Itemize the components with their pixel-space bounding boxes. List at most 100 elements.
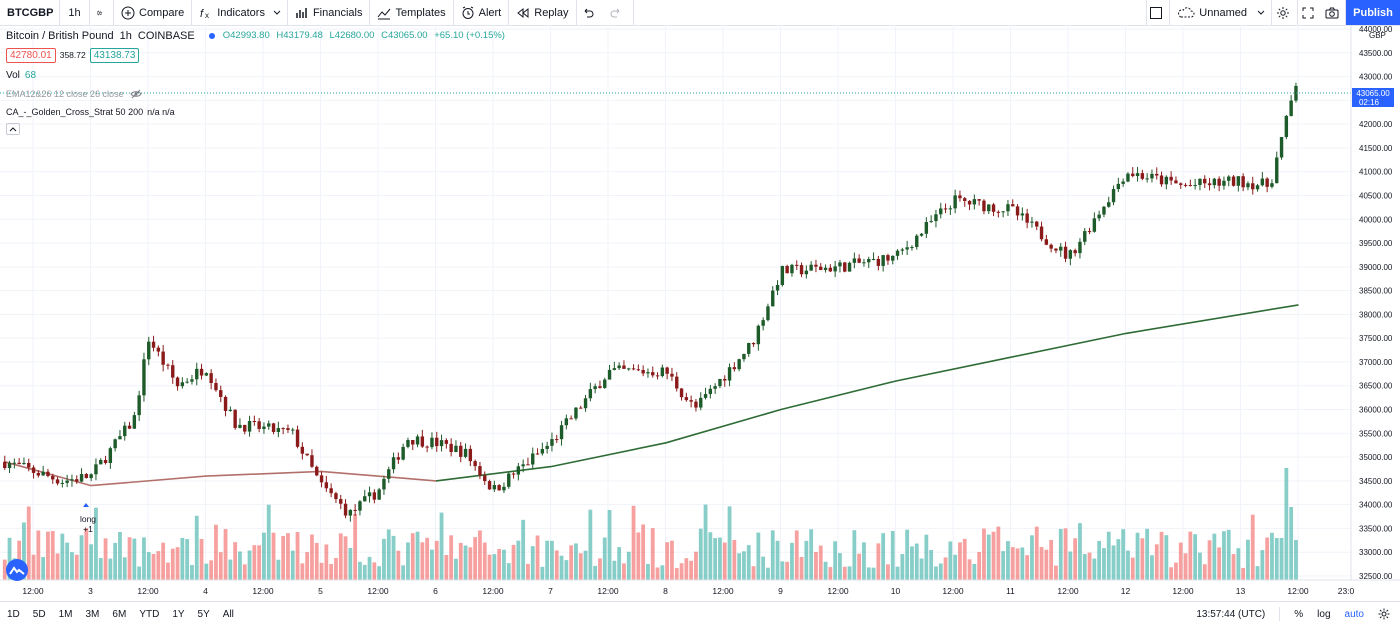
signal-text: long [80,514,96,524]
volume-bar [833,541,838,580]
currency-label: GBP [1369,31,1386,40]
range-all[interactable]: All [222,608,234,620]
time-axis-label: 12:00 [22,586,44,596]
price-chart[interactable]: long +1 GBP 44000.0043500.0043000.004250… [0,25,1400,601]
candle [1006,200,1010,217]
fullscreen-button[interactable] [1298,0,1322,25]
alert-button[interactable]: Alert [454,0,510,25]
candle [910,245,914,251]
volume-bars [2,468,1298,580]
eye-hidden-icon[interactable] [129,89,142,99]
time-axis-label: 9 [778,586,783,596]
templates-button[interactable]: Templates [370,0,454,25]
candle [31,465,36,479]
symbol-title: Bitcoin / British Pound [6,30,114,42]
candle [713,383,717,394]
volume-bar [1198,552,1202,580]
candle [1231,175,1236,187]
volume-bar [209,560,214,580]
square-icon [1150,6,1163,19]
volume-bar [674,567,679,580]
rewind-icon [517,7,529,18]
volume-bar [545,540,550,580]
publish-label: Publish [1353,6,1393,19]
compare-button[interactable]: Compare [114,0,193,25]
log-toggle[interactable]: log [1317,608,1331,620]
symbol-search-button[interactable]: BTCGBP [0,0,60,25]
symbol-legend-row[interactable]: Bitcoin / British Pound 1h COINBASE O429… [6,28,509,44]
utc-clock[interactable]: 13:57:44 (UTC) [1196,608,1266,620]
camera-icon [1325,7,1338,18]
redo-button[interactable] [603,0,634,25]
financials-button[interactable]: Financials [288,0,371,25]
volume-bar [1164,535,1169,580]
range-5y[interactable]: 5Y [197,608,210,620]
candle [660,364,665,378]
candle [804,265,809,279]
candle [1222,176,1226,190]
volume-bar [698,528,703,580]
volume-bar [1289,507,1294,580]
volume-bar [314,542,319,580]
candle [694,398,698,412]
volume-bar [1054,565,1058,580]
interval-button[interactable]: 1h [60,0,90,25]
volume-bar [612,560,617,580]
candle [636,364,641,372]
candle [651,366,655,378]
redo-icon [610,8,619,17]
chart-style-button[interactable] [90,0,114,25]
candle [252,415,257,426]
volume-bar [588,509,593,580]
indicators-dropdown[interactable] [272,0,288,25]
logo-badge[interactable] [6,559,28,581]
layout-name-button[interactable]: Unnamed [1170,0,1254,25]
range-3m[interactable]: 3M [85,608,100,620]
candle [641,365,645,377]
layout-button[interactable] [1146,0,1171,25]
settings-button[interactable] [1272,0,1298,25]
range-5d[interactable]: 5D [32,608,46,620]
range-1d[interactable]: 1D [7,608,20,620]
volume-bar [478,530,482,580]
layout-dropdown[interactable] [1254,0,1272,25]
price-axis[interactable]: GBP 44000.0043500.0043000.0042500.004200… [1350,25,1393,581]
volume-bar [180,537,185,580]
candle [468,445,473,467]
volume-bar [943,557,948,580]
candle [823,264,828,273]
layout-name-label: Unnamed [1199,6,1247,19]
volume-bar [962,538,967,580]
range-ytd[interactable]: YTD [139,608,160,620]
candle [718,378,722,389]
range-1m[interactable]: 1M [58,608,73,620]
publish-button[interactable]: Publish [1346,0,1400,25]
bid-box[interactable]: 42780.01 [6,47,56,63]
volume-bar [137,566,142,580]
auto-toggle[interactable]: auto [1344,608,1364,620]
undo-button[interactable] [577,0,603,25]
volume-legend-row[interactable]: Vol 68 [6,68,509,84]
volume-bar [953,554,958,580]
volume-bar [415,531,420,580]
ema-legend-row[interactable]: EMA12&26 12 close 26 close [6,86,509,102]
time-axis[interactable]: 12:00 3 12:00 4 12:00 5 12:00 6 12:00 7 12:00 8 12:0… [0,579,1400,596]
range-6m[interactable]: 6M [112,608,127,620]
gear-icon[interactable] [1378,608,1390,620]
volume-bar [934,566,938,580]
candle [675,372,679,392]
candle [161,345,165,372]
legend-collapse-button[interactable] [6,123,20,135]
snapshot-button[interactable] [1322,0,1346,25]
replay-button[interactable]: Replay [509,0,577,25]
ask-box[interactable]: 43138.73 [89,47,140,63]
volume-bar [1063,528,1068,580]
candle [94,458,98,481]
strategy-legend-row[interactable]: CA_-_Golden_Cross_Strat 50 200 n/a n/a [6,104,509,120]
volume-bar [991,531,996,580]
range-1y[interactable]: 1Y [172,608,185,620]
toolbar-right: Unnamed Publish [1146,0,1400,25]
volume-bar [641,524,646,580]
percent-toggle[interactable]: % [1294,608,1304,620]
